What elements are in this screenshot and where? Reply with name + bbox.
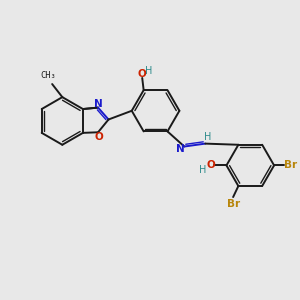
Text: H: H (205, 132, 212, 142)
Text: H: H (145, 66, 153, 76)
Text: O: O (94, 132, 103, 142)
Text: O: O (138, 69, 147, 79)
Text: N: N (94, 98, 103, 109)
Text: H: H (199, 165, 206, 175)
Text: N: N (176, 144, 184, 154)
Text: O: O (206, 160, 215, 170)
Text: CH₃: CH₃ (41, 71, 56, 80)
Text: Br: Br (226, 199, 240, 209)
Text: Br: Br (284, 160, 298, 170)
